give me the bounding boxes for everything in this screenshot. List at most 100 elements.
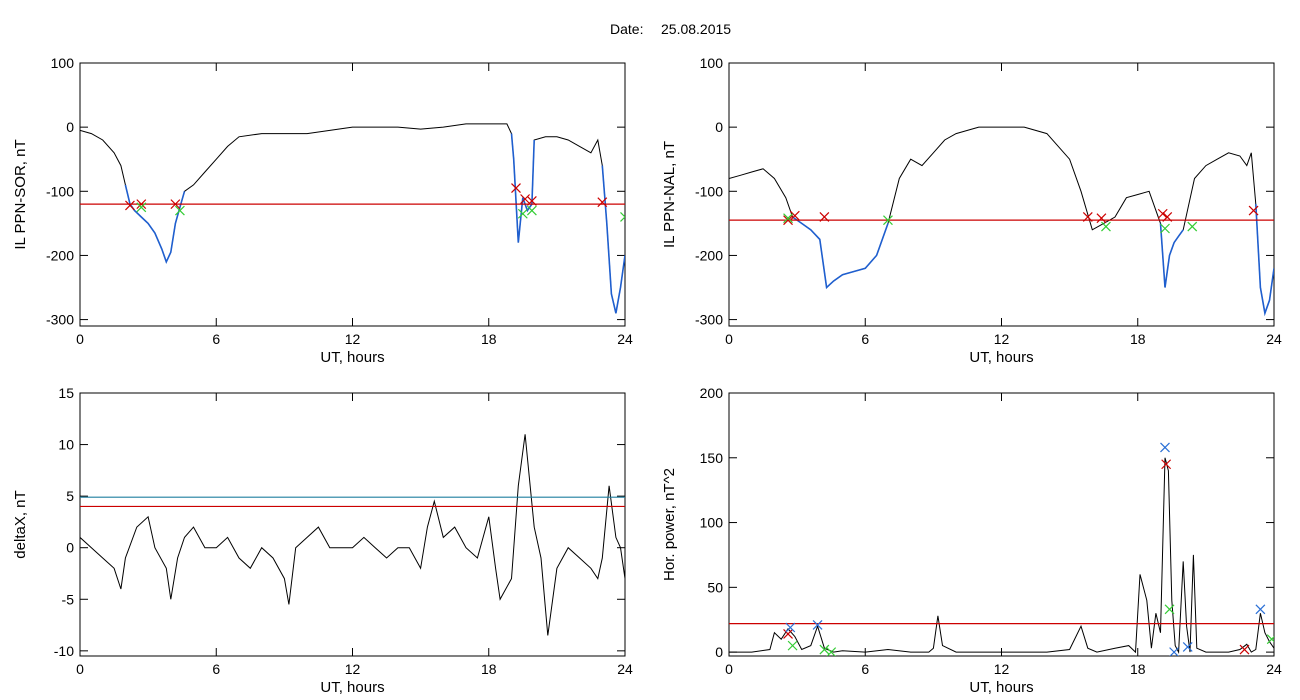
- event-marker: [783, 213, 793, 224]
- event-marker: [1164, 604, 1175, 615]
- event-marker: [1187, 221, 1198, 232]
- event-marker: [883, 215, 893, 226]
- event-marker: [819, 644, 830, 655]
- event-marker: [511, 183, 521, 194]
- x-tick-label: 12: [994, 661, 1010, 677]
- y-axis-label: Hor. power, nT^2: [661, 468, 678, 581]
- y-axis-label: IL PPN-SOR, nT: [12, 139, 29, 249]
- x-tick-label: 18: [481, 661, 497, 677]
- x-tick-label: 12: [345, 661, 361, 677]
- y-tick-label: -300: [46, 312, 74, 328]
- x-tick-label: 18: [481, 331, 497, 347]
- x-axis-label: UT, hours: [969, 349, 1033, 366]
- event-marker: [819, 212, 830, 222]
- event-marker: [1160, 223, 1170, 234]
- event-marker: [1157, 208, 1168, 219]
- x-tick-label: 24: [617, 331, 633, 347]
- event-marker: [520, 194, 531, 204]
- x-tick-label: 6: [861, 661, 869, 677]
- event-marker: [787, 640, 798, 651]
- y-tick-label: -100: [695, 183, 723, 199]
- x-axis-label: UT, hours: [969, 679, 1033, 696]
- y-tick-label: 0: [715, 644, 723, 660]
- event-marker: [1101, 221, 1111, 232]
- y-tick-label: 100: [700, 55, 724, 71]
- event-marker: [1255, 604, 1266, 615]
- event-marker: [1182, 642, 1193, 652]
- x-tick-label: 6: [212, 661, 220, 677]
- x-tick-label: 0: [725, 661, 733, 677]
- x-tick-label: 0: [76, 661, 84, 677]
- event-marker: [1162, 212, 1173, 222]
- date-label: Date:: [610, 21, 643, 37]
- event-marker: [1096, 213, 1107, 224]
- plot-area: [729, 442, 1274, 656]
- y-tick-label: -200: [46, 247, 74, 263]
- x-tick-label: 24: [1266, 331, 1282, 347]
- event-marker: [526, 195, 537, 206]
- event-marker: [1266, 634, 1274, 645]
- event-marker: [517, 208, 528, 219]
- event-marker: [1169, 647, 1180, 656]
- plot-frame: [728, 62, 1275, 327]
- chart-panel-p1: 0 6 12 18 24 100 0 -100 -200 -300 UT, hours IL PPN-…: [12, 55, 633, 366]
- event-marker: [174, 205, 185, 216]
- event-marker: [125, 200, 135, 211]
- series-line: [729, 457, 1274, 654]
- y-tick-label: 0: [66, 119, 74, 135]
- event-marker: [1082, 212, 1093, 222]
- event-marker: [783, 215, 793, 226]
- y-tick-label: -10: [54, 643, 74, 659]
- highlight-segment: [124, 184, 186, 265]
- x-axis-label: UT, hours: [320, 679, 384, 696]
- highlight-segment: [1159, 223, 1184, 288]
- event-marker: [136, 202, 147, 213]
- y-tick-label: 0: [66, 540, 74, 556]
- highlight-segment: [510, 133, 535, 243]
- event-marker: [597, 197, 608, 208]
- plot-frame: [79, 62, 626, 327]
- plot-frame: [79, 392, 626, 657]
- y-axis-label: IL PPN-NAL, nT: [661, 141, 678, 248]
- x-tick-label: 0: [76, 331, 84, 347]
- date-value: 25.08.2015: [661, 21, 731, 37]
- x-tick-label: 18: [1130, 331, 1146, 347]
- y-tick-label: 50: [707, 579, 723, 595]
- plot-area: [80, 123, 625, 314]
- series-line: [80, 434, 625, 636]
- event-marker: [1239, 644, 1250, 655]
- event-marker: [1161, 459, 1172, 470]
- x-tick-label: 18: [1130, 661, 1146, 677]
- highlight-segment: [601, 165, 625, 314]
- x-tick-label: 24: [1266, 661, 1282, 677]
- y-tick-label: 15: [58, 385, 74, 401]
- y-tick-label: 100: [700, 515, 724, 531]
- chart-panel-p3: 0 6 12 18 24 15 10 5 0 -5 -10 UT, hours deltaX, nT: [12, 385, 633, 696]
- y-tick-label: 200: [700, 385, 724, 401]
- chart-panel-p4: 0 6 12 18 24 200 150 100 50 0 UT, hours Hor. power,…: [661, 385, 1282, 696]
- event-marker: [526, 205, 537, 216]
- x-axis-label: UT, hours: [320, 349, 384, 366]
- event-marker: [1160, 442, 1170, 453]
- plot-area: [729, 126, 1274, 317]
- event-marker: [789, 210, 800, 221]
- highlight-segment: [1255, 204, 1274, 317]
- y-tick-label: 10: [58, 437, 74, 453]
- plot-frame: [728, 392, 1275, 657]
- chart-panel-p2: 0 6 12 18 24 100 0 -100 -200 -300 UT, hours IL PPN-…: [661, 55, 1282, 366]
- y-tick-label: -200: [695, 247, 723, 263]
- event-marker: [785, 622, 796, 633]
- event-marker: [783, 629, 793, 639]
- x-tick-label: 0: [725, 331, 733, 347]
- y-tick-label: -300: [695, 312, 723, 328]
- x-tick-label: 6: [212, 331, 220, 347]
- y-tick-label: 100: [51, 55, 75, 71]
- y-tick-label: 0: [715, 119, 723, 135]
- y-tick-label: -100: [46, 183, 74, 199]
- highlight-segment: [792, 216, 889, 290]
- x-tick-label: 6: [861, 331, 869, 347]
- event-marker: [826, 647, 837, 656]
- event-marker: [170, 199, 181, 210]
- event-marker: [1248, 205, 1259, 216]
